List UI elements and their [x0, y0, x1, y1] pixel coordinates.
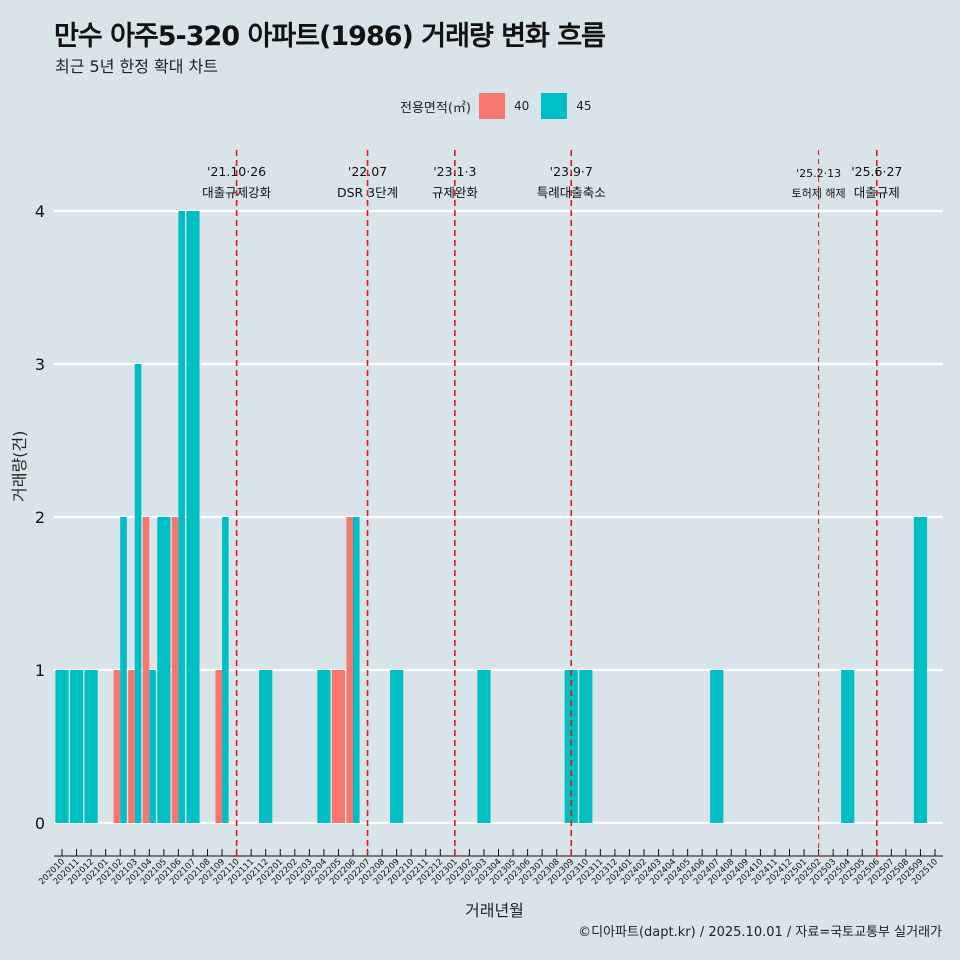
annotation-date: '21.10·26 — [207, 164, 266, 179]
y-tick-label: 4 — [35, 202, 45, 221]
bar-45-202105 — [157, 517, 171, 823]
bar-45-202209 — [390, 670, 404, 823]
annotation-date: '25.2·13 — [796, 167, 841, 180]
bar-40-202109 — [215, 670, 223, 823]
bar-45-202011 — [69, 670, 84, 823]
x-axis-label: 거래년월 — [465, 901, 524, 920]
bar-45-202109 — [222, 517, 229, 823]
y-tick-label: 3 — [35, 355, 45, 374]
bar-45-202504 — [841, 670, 855, 823]
annotation-text: 특례대출축소 — [537, 185, 606, 200]
legend-swatch-40 — [478, 93, 505, 119]
bar-45-202103 — [134, 364, 142, 823]
bar-40-202102 — [113, 670, 121, 823]
bar-40-202205 — [331, 670, 346, 823]
legend-label-40: 40 — [513, 99, 530, 113]
bar-45-202102 — [120, 517, 127, 823]
annotation-text: 토허제 해제 — [792, 186, 846, 200]
bar-45-202206 — [353, 517, 360, 823]
bar-45-202204 — [317, 670, 331, 823]
bar-45-202112 — [259, 670, 273, 823]
annotation-date: '25.6·27 — [851, 164, 902, 179]
annotation-text: 대출규제 — [854, 185, 900, 200]
bar-45-202106 — [178, 211, 185, 823]
y-tick-label: 0 — [35, 814, 45, 833]
annotation-text: 대출규제강화 — [202, 185, 272, 200]
annotation-date: '23.9·7 — [550, 164, 593, 179]
legend-label-45: 45 — [576, 99, 592, 113]
legend: 전용면적(㎡) 40 45 — [400, 92, 604, 120]
source-caption: ©디아파트(dapt.kr) / 2025.10.01 / 자료=국토교통부 실… — [578, 925, 942, 940]
chart-subtitle: 최근 5년 한정 확대 차트 — [55, 57, 219, 76]
chart-title: 만수 아주5-320 아파트(1986) 거래량 변화 흐름 — [54, 21, 606, 52]
y-axis-label: 거래량(건) — [10, 430, 29, 502]
bar-45-202509 — [913, 517, 928, 823]
bar-40-202106 — [171, 517, 179, 823]
bar-45-202310 — [579, 670, 593, 823]
annotation-date: '23.1·3 — [433, 164, 476, 179]
bar-45-202407 — [710, 670, 724, 823]
bar-45-202010 — [55, 670, 69, 823]
annotation-date: '22.07 — [348, 164, 387, 179]
bar-45-202012 — [84, 670, 98, 823]
y-tick-label: 1 — [35, 661, 45, 680]
annotation-text: 규제완화 — [432, 185, 479, 200]
bar-45-202303 — [477, 670, 491, 823]
legend-swatch-45 — [541, 93, 568, 119]
bar-40-202206 — [346, 517, 353, 823]
bar-40-202104 — [142, 517, 150, 823]
bar-45-202107 — [186, 211, 200, 823]
bar-45-202309 — [564, 670, 578, 823]
bar-40-202103 — [128, 670, 135, 823]
bar-45-202104 — [149, 670, 156, 823]
y-tick-label: 2 — [35, 508, 45, 527]
annotation-text: DSR 3단계 — [337, 185, 398, 200]
legend-title: 전용면적(㎡) — [400, 100, 471, 116]
